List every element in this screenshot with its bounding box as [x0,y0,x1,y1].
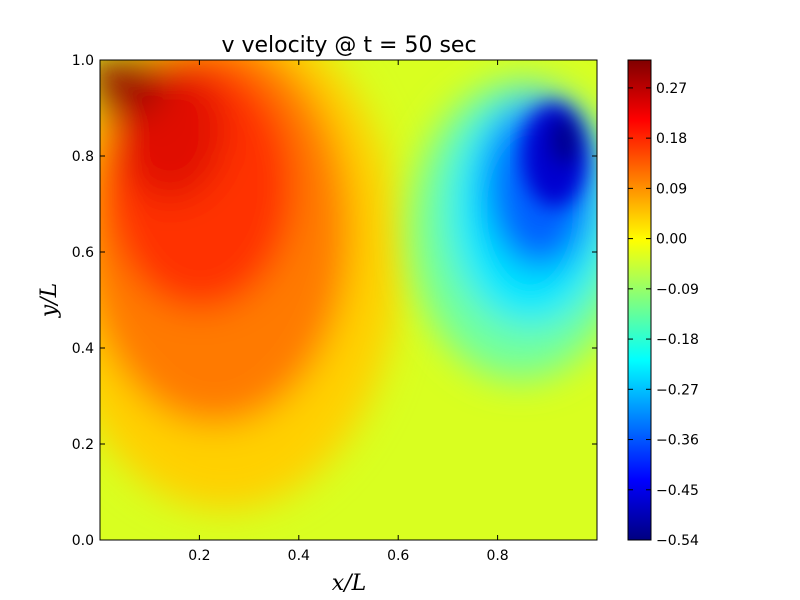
top-left-corner-max [100,60,163,117]
y-tick-label: 0.2 [72,437,94,453]
colorbar [627,59,652,541]
colorbar-tick-label: −0.18 [656,332,699,348]
x-axis: 0.2 0.4 0.6 0.8 [188,60,509,564]
y-axis: 0.0 0.2 0.4 0.6 0.8 1.0 [72,53,597,549]
chart-title: v velocity @ t = 50 sec [221,33,476,58]
y-tick-label: 0.4 [72,341,94,357]
x-tick-label: 0.8 [486,548,508,564]
colorbar-tick-label: −0.54 [656,533,699,549]
x-tick-label: 0.6 [387,548,409,564]
plot-frame [99,59,598,541]
colorbar-tick-label: −0.36 [656,433,699,449]
y-tick-label: 1.0 [72,53,94,69]
y-tick-label: 0.6 [72,245,94,261]
colorbar-tick-label: −0.45 [656,483,699,499]
colorbar-tick-label: 0.00 [656,232,687,248]
negative-vortex-peak [549,114,581,166]
colorbar-tick-label: −0.09 [656,282,699,298]
colorbar-tick-label: 0.09 [656,181,687,197]
colorbar-tick-label: −0.27 [656,382,699,398]
heatmap-field [100,60,597,540]
y-tick-label: 0.8 [72,149,94,165]
y-axis-label: y/L [37,283,62,318]
x-axis-label: x/L [332,571,366,596]
y-tick-label: 0.0 [72,533,94,549]
colorbar-tick-label: 0.27 [656,81,687,97]
colorbar-ticks: 0.27 0.18 0.09 0.00 −0.09 −0.18 −0.27 −0.36 −0.4… [628,81,699,549]
x-tick-label: 0.2 [188,548,210,564]
colorbar-tick-label: 0.18 [656,131,687,147]
x-tick-label: 0.4 [288,548,310,564]
